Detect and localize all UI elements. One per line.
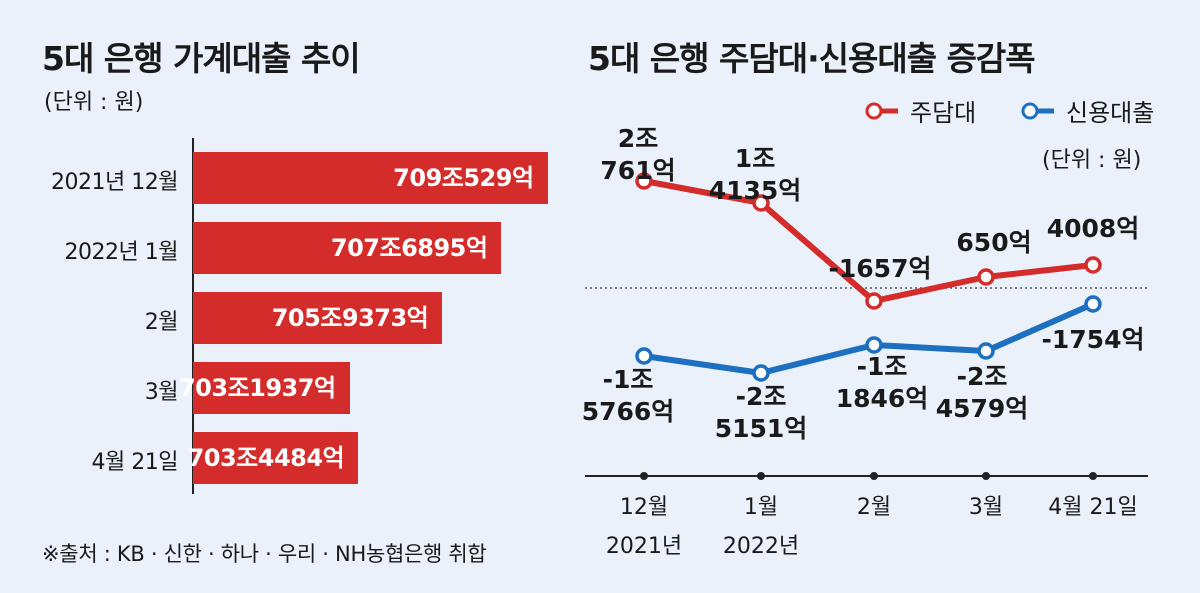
data-point [635, 347, 653, 365]
data-label: 5766억 [582, 397, 675, 426]
data-point [752, 194, 770, 212]
bar-value-label: 709조529억 [393, 164, 534, 192]
legend-swatch-mortgage [865, 102, 898, 119]
data-point [1084, 256, 1102, 274]
left-chart-title: 5대 은행 가계대출 추이 [42, 39, 361, 78]
legend-item-credit: 신용대출 [1018, 93, 1154, 128]
bar-value-label: 703조4484억 [187, 444, 345, 472]
left-chart-unit: (단위 : 원) [44, 90, 144, 115]
data-point [865, 336, 883, 354]
x-tick-label: 4월 21일 [1048, 495, 1137, 520]
x-tick-label-year: 2021년 [606, 534, 682, 559]
x-axis-tick [757, 472, 765, 480]
data-label: 5151억 [715, 414, 808, 443]
legend-item-mortgage: 주담대 [862, 93, 976, 128]
legend-label-mortgage: 주담대 [910, 99, 977, 127]
data-label: 2조 [618, 124, 658, 153]
bar: 703조4484억 [188, 432, 359, 484]
source-note: ※출처 : KB · 신한 · 하나 · 우리 · NH농협은행 취합 [42, 542, 487, 566]
bar-value-label: 707조6895억 [330, 234, 488, 262]
data-label: 1조 [735, 144, 775, 173]
data-point [977, 342, 995, 360]
bar-category-label: 2월 [144, 310, 179, 335]
legend-label-credit: 신용대출 [1066, 99, 1155, 127]
data-point [752, 364, 770, 382]
data-label: -2조 [736, 382, 787, 411]
x-tick-label: 12월 [620, 495, 668, 520]
data-point [865, 292, 883, 310]
bar: 707조6895억 [193, 222, 502, 274]
data-label: 650억 [956, 228, 1031, 257]
x-axis-tick [870, 472, 878, 480]
right-chart-unit: (단위 : 원) [1042, 148, 1142, 173]
bar-value-label: 705조9373억 [271, 304, 429, 332]
x-tick-label-year: 2022년 [723, 534, 799, 559]
data-label: -2조 [957, 362, 1008, 391]
bar: 709조529억 [193, 152, 548, 204]
data-label: -1657억 [829, 254, 932, 283]
data-point [977, 268, 995, 286]
bar-category-label: 2021년 12월 [51, 170, 178, 195]
bar-category-label: 2022년 1월 [64, 240, 179, 265]
bar-value-label: 703조1937억 [178, 374, 336, 402]
data-point [635, 172, 653, 190]
x-axis-tick [1089, 472, 1097, 480]
bar: 705조9373억 [193, 292, 443, 344]
data-label: -1754억 [1042, 325, 1145, 354]
x-tick-label: 2월 [857, 495, 891, 520]
bar: 703조1937억 [179, 362, 350, 414]
data-label: 1846억 [836, 384, 929, 413]
data-label: 761억 [600, 156, 675, 185]
data-label: -1조 [603, 365, 654, 394]
data-label: 4135억 [709, 176, 802, 205]
x-tick-label: 1월 [744, 495, 778, 520]
right-chart-title: 5대 은행 주담대·신용대출 증감폭 [588, 39, 1036, 78]
data-label: -1조 [857, 352, 908, 381]
x-axis-tick [982, 472, 990, 480]
x-axis-tick [640, 472, 648, 480]
data-label: 4579억 [936, 394, 1029, 423]
data-label: 4008억 [1047, 214, 1140, 243]
data-point [1084, 295, 1102, 313]
x-tick-label: 3월 [969, 495, 1003, 520]
bar-category-label: 3월 [144, 380, 179, 405]
bar-category-label: 4월 21일 [91, 450, 179, 475]
legend-swatch-credit [1021, 102, 1054, 119]
